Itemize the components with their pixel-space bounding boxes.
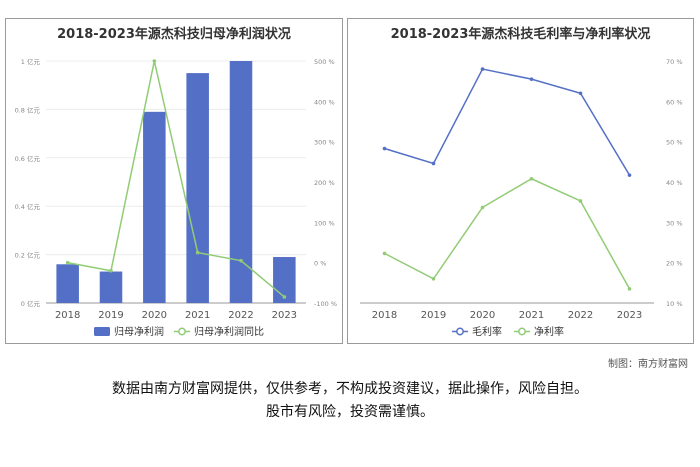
x-axis-tick-label: 2023 xyxy=(617,310,642,321)
left-axis-tick-label: 0.6 亿元 xyxy=(15,154,41,163)
x-axis-tick-label: 2023 xyxy=(272,310,297,321)
right-axis-tick-label: 10 % xyxy=(666,300,683,308)
bar xyxy=(56,264,79,303)
yoy-point xyxy=(65,260,70,265)
x-axis-tick-label: 2019 xyxy=(421,310,446,321)
legend-label: 毛利率 xyxy=(472,325,502,338)
legend-swatch-marker xyxy=(178,327,186,336)
yoy-series-line xyxy=(67,60,285,298)
yoy-point xyxy=(109,268,113,273)
yoy-point xyxy=(152,59,157,63)
right-axis-tick-label: 400 % xyxy=(314,98,335,106)
right-axis-tick-label: 0 % xyxy=(314,260,326,268)
chart-title: 2018-2023年源杰科技归母净利润状况 xyxy=(57,27,291,42)
right-axis-tick-label: 30 % xyxy=(666,219,683,227)
series-point xyxy=(480,205,485,210)
left-axis-tick-label: 1 亿元 xyxy=(21,57,41,66)
x-axis-tick-label: 2018 xyxy=(372,310,397,321)
right-axis-tick-label: 60 % xyxy=(666,98,683,106)
right-axis-tick-label: 500 % xyxy=(314,58,335,66)
series-point xyxy=(529,77,534,81)
bar xyxy=(99,271,123,303)
x-axis-tick-label: 2022 xyxy=(228,310,253,321)
yoy-point xyxy=(195,250,200,255)
chart-credit: 制图：南方财富网 xyxy=(608,359,688,370)
series-point xyxy=(431,277,436,281)
disclaimer-line-2: 股市有风险，投资需谨慎。 xyxy=(266,404,434,420)
legend-label: 归母净利润同比 xyxy=(194,325,264,338)
series-point xyxy=(480,67,485,71)
right-axis-tick-label: -100 % xyxy=(314,300,337,308)
right-axis-tick-label: 20 % xyxy=(666,260,683,268)
bar xyxy=(186,73,209,303)
left-axis-tick-label: 0.4 亿元 xyxy=(15,202,41,211)
right-axis-tick-label: 70 % xyxy=(666,58,683,66)
net-profit-chart-panel: 2018-2023年源杰科技归母净利润状况 0 亿元 0.2 亿元 0.4 亿元 0.… xyxy=(5,18,343,344)
right-axis-tick-label: 50 % xyxy=(666,139,683,147)
legend-swatch-marker xyxy=(456,327,464,336)
right-axis-tick-label: 100 % xyxy=(314,219,335,227)
x-axis-tick-label: 2021 xyxy=(185,310,210,321)
chart-title: 2018-2023年源杰科技毛利率与净利率状况 xyxy=(390,27,651,42)
yoy-point xyxy=(282,295,287,299)
x-axis-tick-label: 2018 xyxy=(55,310,80,321)
margin-chart: 10 % 20 % 30 % 40 % 50 % 60 % 70 % 2018 2019 2020… xyxy=(360,58,683,338)
x-axis-tick-label: 2020 xyxy=(470,310,495,321)
disclaimer-line-1: 数据由南方财富网提供，仅供参考，不构成投资建议，据此操作，风险自担。 xyxy=(112,381,588,397)
yoy-point xyxy=(239,258,243,263)
x-axis-tick-label: 2022 xyxy=(568,310,593,321)
series-point xyxy=(382,251,387,256)
margin-chart-panel: 2018-2023年源杰科技毛利率与净利率状况 10 % 20 % 30 % 40 %… xyxy=(347,18,694,344)
left-axis-tick-label: 0 亿元 xyxy=(21,299,41,308)
legend-label: 归母净利润 xyxy=(114,325,164,338)
series-point xyxy=(627,287,632,291)
bar xyxy=(229,61,253,303)
right-axis-tick-label: 300 % xyxy=(314,139,335,147)
x-axis-tick-label: 2021 xyxy=(519,310,544,321)
series-line xyxy=(384,68,631,176)
series-line xyxy=(384,177,631,290)
x-axis-tick-label: 2020 xyxy=(142,310,167,321)
right-axis-tick-label: 200 % xyxy=(314,179,335,187)
left-axis-tick-label: 0.8 亿元 xyxy=(15,105,41,114)
series-point xyxy=(578,199,583,203)
series-point xyxy=(529,176,534,181)
series-point xyxy=(431,161,436,166)
right-axis-tick-label: 40 % xyxy=(666,179,683,187)
left-axis-tick-label: 0.2 亿元 xyxy=(15,251,41,260)
bar xyxy=(143,111,166,303)
net-profit-chart: 0 亿元 0.2 亿元 0.4 亿元 0.6 亿元 0.8 亿元 1 亿元 -100 % 0 … xyxy=(15,57,337,338)
x-axis-tick-label: 2019 xyxy=(98,310,123,321)
series-point xyxy=(578,91,583,96)
legend-label: 净利率 xyxy=(534,325,564,338)
series-point xyxy=(627,173,632,177)
series-point xyxy=(382,146,387,151)
legend-swatch-bar xyxy=(94,327,110,336)
legend-swatch-marker xyxy=(518,327,526,336)
